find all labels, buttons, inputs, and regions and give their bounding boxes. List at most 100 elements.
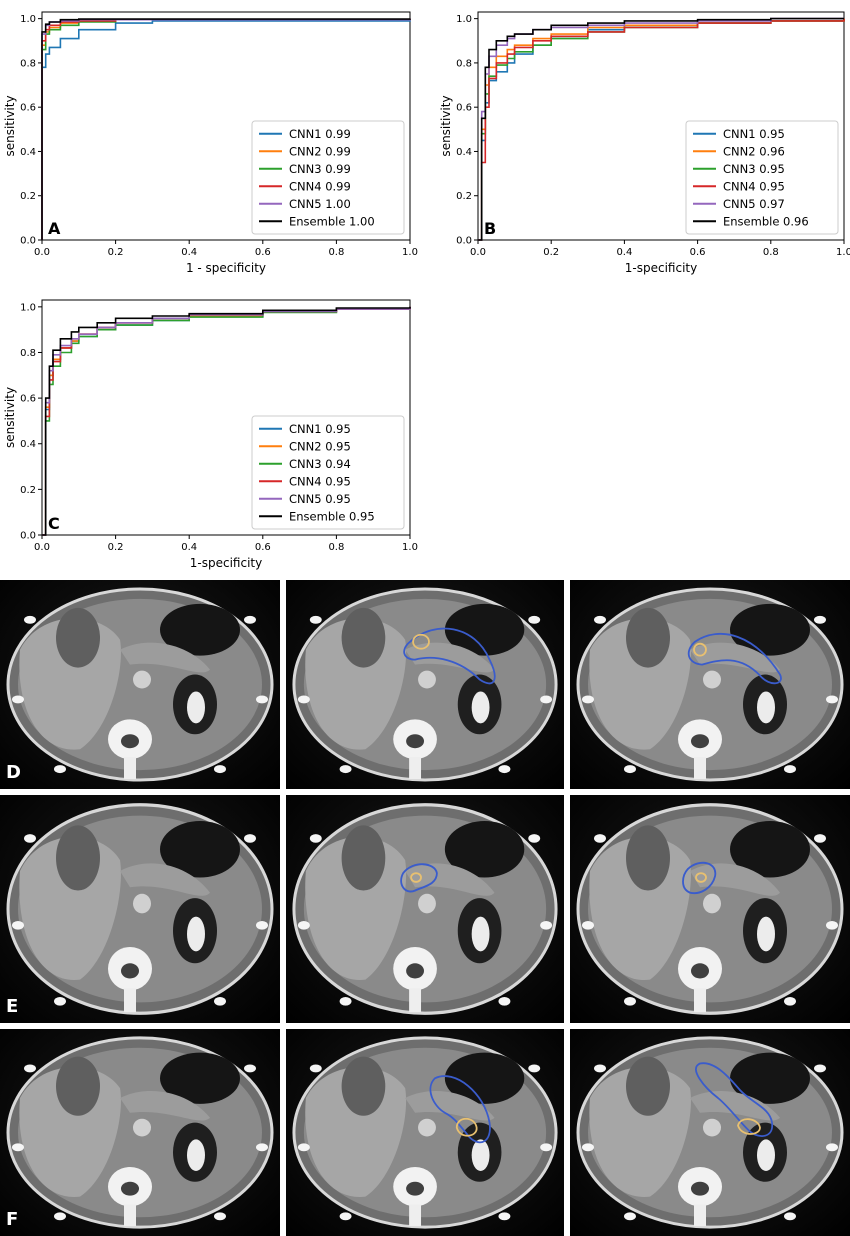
rib — [814, 615, 826, 624]
spinous-process — [694, 988, 706, 1013]
y-tick-label: 0.4 — [456, 147, 472, 158]
spinous-process — [694, 757, 706, 780]
pancreas — [690, 642, 780, 673]
aorta — [703, 1118, 721, 1137]
x-axis-label: 1-specificity — [625, 261, 697, 275]
spinal-canal — [406, 734, 425, 749]
roc-chart-c: 0.0 0.2 0.4 0.6 0.8 1.0 0.0 0.2 0.4 0.6 0.8 1.0 1-sp… — [3, 299, 418, 570]
tumor-contour — [410, 872, 422, 883]
ct-drawing — [6, 1036, 274, 1229]
rib — [594, 834, 606, 843]
rib — [339, 1212, 352, 1221]
bowel-gas — [160, 821, 240, 878]
rib — [24, 1064, 36, 1073]
aorta — [133, 670, 151, 689]
tumor-contour — [737, 1118, 761, 1135]
rib — [339, 765, 352, 774]
bowel-gas — [730, 1052, 810, 1104]
rib — [498, 1212, 511, 1221]
rib — [594, 615, 606, 624]
x-tick-label: 0.0 — [34, 247, 50, 258]
pancreas-contour — [682, 861, 717, 895]
ct-image-ground-truth — [286, 580, 564, 789]
x-tick-label: 0.8 — [328, 247, 344, 258]
spinal-canal — [691, 734, 709, 749]
aorta — [703, 893, 721, 914]
x-tick-label: 0.0 — [470, 247, 486, 258]
spinous-process — [409, 988, 422, 1013]
rib — [54, 1212, 66, 1221]
rib — [540, 920, 553, 930]
x-tick-label: 1.0 — [836, 247, 850, 258]
legend-entry: CNN1 0.95 — [723, 127, 785, 141]
gallbladder — [341, 825, 386, 891]
rib — [826, 695, 838, 704]
panel-label: A — [48, 219, 61, 238]
rib — [498, 996, 511, 1006]
tumor-contour — [412, 633, 430, 650]
aorta — [418, 670, 436, 689]
x-tick-label: 0.2 — [108, 247, 124, 258]
y-tick-label: 0.2 — [456, 191, 472, 202]
rib — [814, 1064, 826, 1073]
ct-image-prediction — [570, 580, 850, 789]
gallbladder — [626, 1056, 670, 1116]
rib — [256, 920, 268, 930]
y-tick-label: 0.4 — [20, 147, 36, 158]
legend-entry: CNN4 0.95 — [723, 179, 785, 193]
tumor-contour — [455, 1117, 478, 1137]
x-tick-label: 1.0 — [402, 247, 418, 258]
legend-entry: CNN5 0.97 — [723, 197, 785, 211]
kidney-cortex — [187, 691, 205, 724]
ct-image-original: D — [0, 580, 280, 789]
ct-image-ground-truth — [286, 1029, 564, 1236]
y-tick-label: 0.0 — [20, 531, 36, 542]
ct-drawing — [576, 587, 844, 782]
x-tick-label: 1.0 — [402, 542, 418, 553]
rib — [244, 615, 256, 624]
rib — [540, 695, 553, 704]
legend-entry: CNN2 0.99 — [289, 144, 351, 158]
rib — [784, 1212, 796, 1221]
legend-entry: CNN2 0.96 — [723, 144, 785, 158]
ct-drawing — [292, 803, 558, 1015]
pancreas-contour — [403, 627, 496, 685]
spinous-process — [409, 1204, 422, 1227]
gallbladder — [626, 825, 670, 891]
x-tick-label: 0.6 — [690, 247, 706, 258]
rib — [826, 1143, 838, 1152]
x-tick-label: 0.2 — [543, 247, 559, 258]
spinous-process — [694, 1204, 706, 1227]
rib — [582, 920, 594, 930]
spinous-process — [409, 757, 422, 780]
rib — [309, 834, 322, 843]
y-tick-label: 1.0 — [456, 14, 472, 25]
kidney-cortex — [757, 916, 775, 952]
x-tick-label: 0.4 — [181, 247, 197, 258]
y-tick-label: 0.2 — [20, 191, 36, 202]
ct-drawing — [6, 803, 274, 1015]
rib — [582, 695, 594, 704]
spinous-process — [124, 988, 136, 1013]
rib — [244, 834, 256, 843]
rib — [826, 920, 838, 930]
legend-entry: CNN5 1.00 — [289, 197, 351, 211]
ct-drawing — [292, 587, 558, 782]
gallbladder — [341, 607, 386, 668]
rib — [12, 1143, 24, 1152]
legend-entry: CNN3 0.94 — [289, 457, 351, 471]
ct-image-prediction — [570, 795, 850, 1023]
y-tick-label: 0.8 — [20, 58, 36, 69]
pancreas — [120, 642, 210, 673]
rib — [214, 996, 226, 1006]
spinous-process — [124, 757, 136, 780]
pancreas — [690, 1091, 780, 1121]
spinal-canal — [121, 963, 139, 979]
pancreas-contour — [400, 863, 438, 893]
ct-drawing — [292, 1036, 558, 1229]
bowel-gas — [160, 603, 240, 656]
rib — [12, 695, 24, 704]
kidney-cortex — [187, 1139, 205, 1171]
rib — [214, 765, 226, 774]
roc-chart-b: 0.0 0.2 0.4 0.6 0.8 1.0 0.0 0.2 0.4 0.6 0.8 1.0 1-sp… — [439, 11, 850, 275]
